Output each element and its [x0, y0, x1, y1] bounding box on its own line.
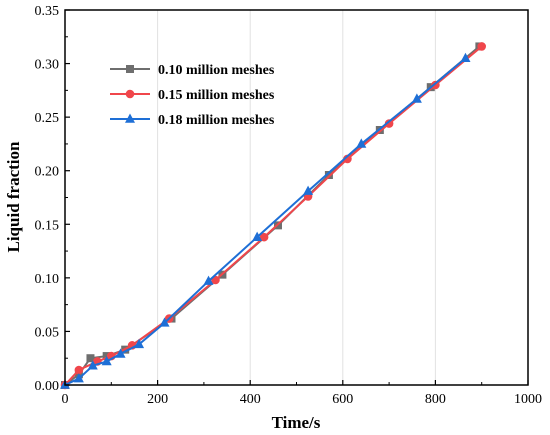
data-point	[356, 138, 367, 148]
data-point	[324, 171, 333, 179]
data-point	[343, 154, 352, 164]
grid-layer	[157, 10, 436, 385]
x-axis-title: Time/s	[272, 413, 321, 432]
data-point	[134, 338, 145, 349]
x-tick-label: 1000	[514, 392, 542, 407]
legend-item: 0.15 million meshes	[110, 88, 275, 103]
legend-label: 0.10 million meshes	[158, 63, 275, 78]
series-line	[64, 57, 467, 386]
x-tick-label: 0	[62, 392, 69, 407]
data-point	[87, 360, 98, 370]
y-tick-label: 0.20	[35, 165, 60, 180]
data-point	[159, 317, 170, 327]
x-tick-label: 400	[240, 392, 261, 407]
legend-marker	[125, 89, 135, 99]
y-tick-label: 0.10	[35, 272, 60, 287]
y-axis-title: Liquid fraction	[4, 141, 23, 253]
data-point	[303, 185, 314, 195]
data-point	[74, 365, 84, 375]
legend-label: 0.15 million meshes	[158, 88, 275, 103]
y-tick-label: 0.30	[35, 58, 60, 73]
legend-item: 0.10 million meshes	[110, 63, 275, 78]
y-tick-label: 0.25	[35, 111, 60, 126]
data-point	[86, 354, 95, 363]
data-point	[411, 93, 422, 103]
legend-label: 0.18 million meshes	[158, 113, 275, 128]
data-point	[252, 231, 263, 241]
legend-marker	[126, 65, 134, 73]
data-point	[384, 119, 394, 128]
y-tick-label: 0.15	[35, 218, 60, 233]
y-tick-label: 0.00	[35, 379, 60, 394]
data-point	[203, 275, 214, 285]
data-point	[259, 232, 269, 242]
y-tick-label: 0.05	[35, 325, 60, 340]
x-tick-label: 800	[425, 392, 446, 407]
data-point	[73, 373, 84, 383]
x-tick-label: 200	[147, 392, 168, 407]
legend: 0.10 million meshes 0.15 million meshes 0.…	[110, 63, 275, 128]
data-point	[115, 348, 126, 358]
x-tick-label: 600	[332, 392, 353, 407]
data-point	[477, 42, 487, 51]
tick-layer: 0 200 400 600 800 1000 0.00 0.05 0.10 0.15 0.20 0.2…	[35, 4, 543, 407]
data-point	[101, 355, 112, 366]
legend-item: 0.18 million meshes	[110, 113, 275, 128]
y-tick-label: 0.35	[35, 4, 60, 19]
legend-marker	[125, 113, 135, 123]
series-3	[60, 52, 471, 389]
data-point	[460, 52, 471, 63]
